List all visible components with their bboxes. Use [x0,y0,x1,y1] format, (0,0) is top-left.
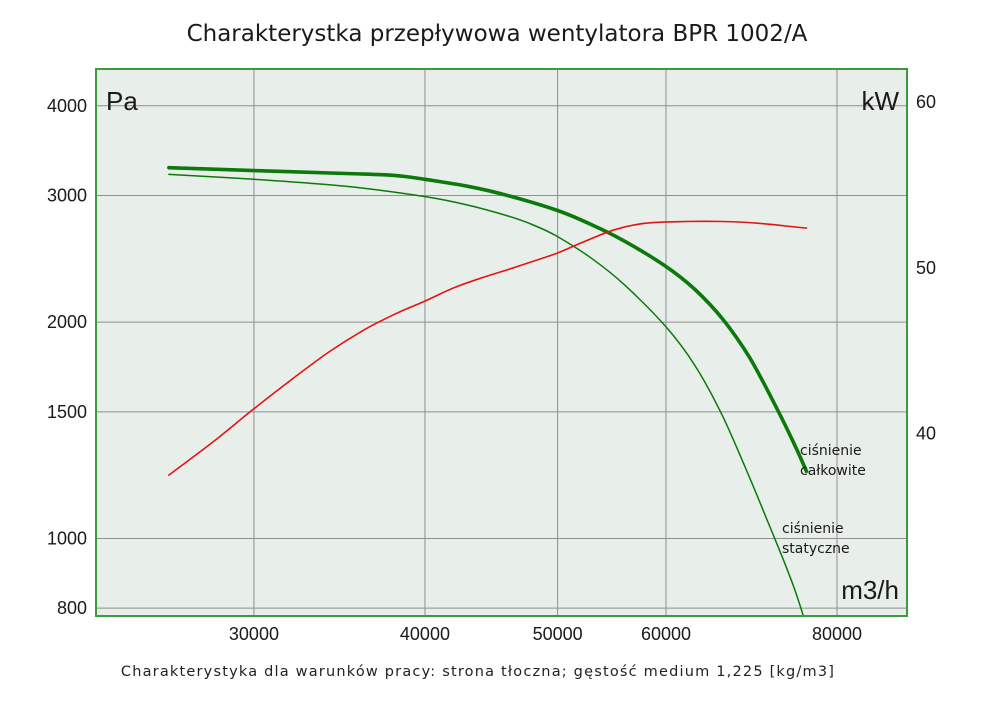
y-left-tick-label: 4000 [47,96,87,116]
y-left-tick-label: 800 [57,598,87,618]
plot-frame [95,68,908,617]
y-right-tick-label: 60 [916,92,936,112]
x-tick-label: 60000 [641,624,691,644]
tick-labels: 30000 40000 50000 60000 80000 800 1000 1500 2000… [47,92,936,644]
x-tick-label: 80000 [812,624,862,644]
y-left-tick-label: 2000 [47,312,87,332]
total-pressure-line [167,165,809,474]
y-left-tick-label: 1000 [47,528,87,548]
x-tick-label: 50000 [533,624,583,644]
y-right-unit-label: kW [861,86,899,116]
x-tick-label: 40000 [400,624,450,644]
plot-area [96,69,907,616]
series-annotations: ciśnienie całkowite ciśnienie statyczne [782,443,866,557]
chart-caption: Charakterystyka dla warunków pracy: stro… [121,664,835,680]
y-left-tick-label: 3000 [47,186,87,206]
x-unit-label: m3/h [841,575,899,605]
power-line [168,220,808,476]
total-pressure-annotation: całkowite [800,463,866,479]
y-right-tick-label: 50 [916,258,936,278]
total-pressure-annotation: ciśnienie [800,443,862,459]
y-right-tick-label: 40 [916,424,936,444]
x-tick-label: 30000 [229,624,279,644]
chart-title: Charakterystka przepływowa wentylatora B… [187,21,808,47]
series-layer [167,165,809,617]
static-pressure-annotation: ciśnienie [782,521,844,537]
static-pressure-line [168,173,805,617]
y-left-unit-label: Pa [106,86,138,116]
y-left-tick-label: 1500 [47,402,87,422]
static-pressure-annotation: statyczne [782,541,850,557]
